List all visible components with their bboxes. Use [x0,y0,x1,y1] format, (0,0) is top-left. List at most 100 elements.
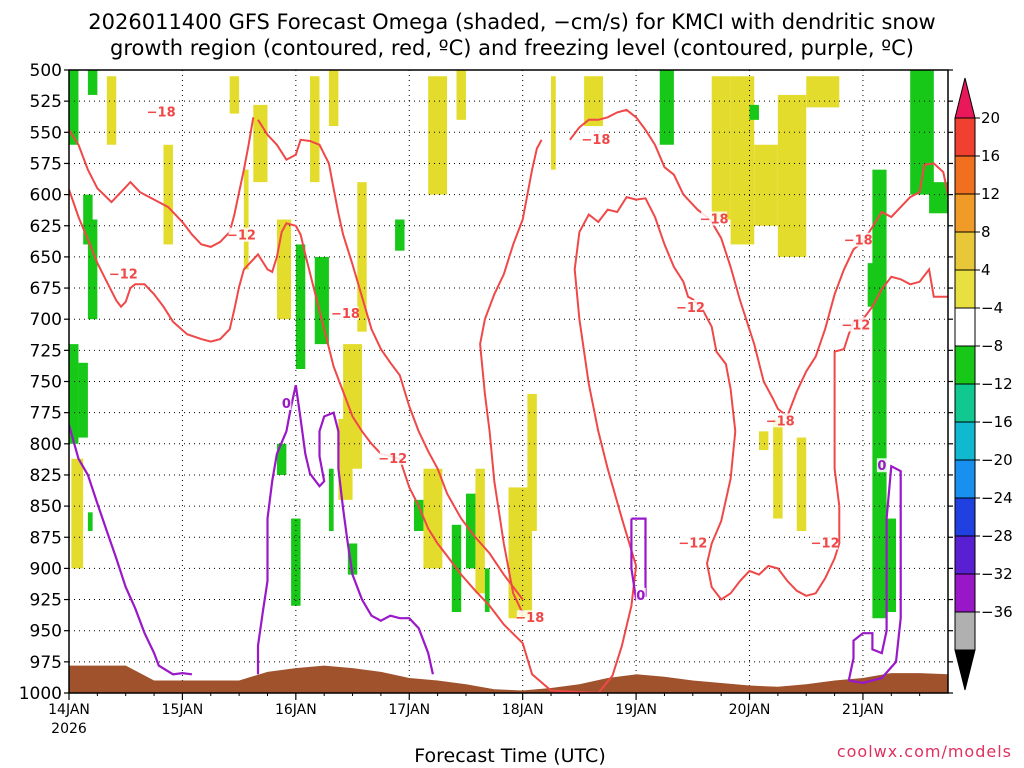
y-tick-label: 775 [30,404,62,424]
contour-label: 0 [877,459,886,474]
colorbar-segment [954,193,976,233]
contour-label-bg [148,104,175,119]
x-tick-label: 20JAN [729,702,771,718]
omega-area-positive [551,76,556,170]
colorbar-segment [954,497,976,537]
y-tick-label: 975 [30,653,62,673]
dgz-contour-line [257,119,524,601]
contour-label: −18 [700,213,729,228]
chart-title-line1: 2026011400 GFS Forecast Omega (shaded, −… [88,10,935,34]
colorbar-label: −12 [981,375,1013,393]
omega-area-positive [754,144,778,226]
omega-area-positive [777,94,807,257]
y-tick-label: 700 [30,310,62,330]
omega-area-negative [886,518,897,613]
contour-label-bg [281,395,292,410]
colorbar-label: −20 [981,451,1013,469]
omega-area-positive [328,70,339,127]
omega-area-negative [395,219,405,251]
x-tick-label: 19JAN [615,702,657,718]
colorbar-segment [954,459,976,499]
y-tick-label: 675 [30,279,62,299]
omega-area-positive [730,76,755,245]
y-tick-label: 600 [30,186,62,206]
y-tick-label: 925 [30,591,62,611]
omega-area-negative [413,499,424,532]
omega-area-positive [806,76,840,108]
omega-area-negative [295,244,306,370]
omega-area-positive [758,431,769,451]
colorbar-label: −4 [981,299,1003,317]
contour-label: −12 [811,536,840,551]
x-tick-label: 15JAN [162,702,204,718]
contour-label-bg [845,232,872,247]
colorbar-label: 20 [981,109,1000,127]
y-tick-label: 850 [30,497,62,517]
y-tick-label: 500 [30,61,62,81]
contour-label-bg [635,587,646,602]
freezing-contour-line [69,424,193,676]
omega-area-positive [428,76,448,195]
colorbar-segment [954,421,976,461]
omega-area-positive [357,182,367,332]
colorbar-segment [954,231,976,271]
omega-area-positive [163,144,173,245]
x-tick-label: 21JAN [842,702,884,718]
contour-label-bg [516,610,543,625]
x-axis-label: Forecast Time (UTC) [414,745,605,767]
omega-area-negative [69,70,79,145]
dgz-contour-line [69,117,255,248]
colorbar-label: −8 [981,337,1003,355]
x-tick-label: 18JAN [502,702,544,718]
y-tick-label: 825 [30,466,62,486]
y-tick-label: 725 [30,341,62,361]
terrain-area [69,665,948,693]
omega-area-positive [584,76,604,127]
omega-area-negative [749,104,759,120]
omega-area-positive [527,393,537,532]
omega-area-positive [343,344,362,469]
colorbar-segment [954,117,976,157]
omega-area-positive [253,104,268,183]
y-tick-label: 900 [30,559,62,579]
colorbar-arrow-bottom [954,649,976,691]
omega-area-negative [347,543,358,575]
omega-area-positive [773,418,783,519]
colorbar-segment [954,535,976,575]
colorbar-arrow-top [954,77,976,119]
omega-area-negative [484,568,490,613]
y-tick-label: 625 [30,217,62,237]
colorbar-label: −32 [981,565,1013,583]
contour-label-bg [110,266,137,281]
omega-area-positive [475,468,485,594]
colorbar-label: 4 [981,261,991,279]
colorbar: 20 16 12 8 4 −4 −8 −12 −16 −20 −24 −28 −32 −36 [954,77,1013,691]
omega-area-positive [711,76,731,220]
omega-area-negative [69,344,79,444]
y-tick-label: 875 [30,528,62,548]
contour-label-bg [876,458,887,473]
y-tick-label: 950 [30,622,62,642]
x-tick-year-label: 2026 [51,721,87,737]
colorbar-segment [954,573,976,613]
y-tick-label: 650 [30,248,62,268]
contour-label: −12 [676,301,705,316]
contour-label: −18 [331,307,360,322]
contour-label-bg [812,535,839,550]
colorbar-label: −36 [981,603,1013,621]
colorbar-segment [954,269,976,309]
colorbar-segment [954,345,976,385]
colorbar-segment [954,307,976,347]
omega-area-positive [456,70,466,120]
contour-label-bg [842,317,869,332]
contour-label: −18 [147,105,176,120]
contour-label: −12 [841,318,870,333]
omega-area-negative [328,468,334,532]
contour-label-bg [701,211,728,226]
contour-label-bg [677,299,704,314]
y-tick-label: 575 [30,154,62,174]
omega-area-negative [276,443,287,475]
omega-area-positive [71,458,84,569]
y-tick-label: 1000 [19,684,62,704]
